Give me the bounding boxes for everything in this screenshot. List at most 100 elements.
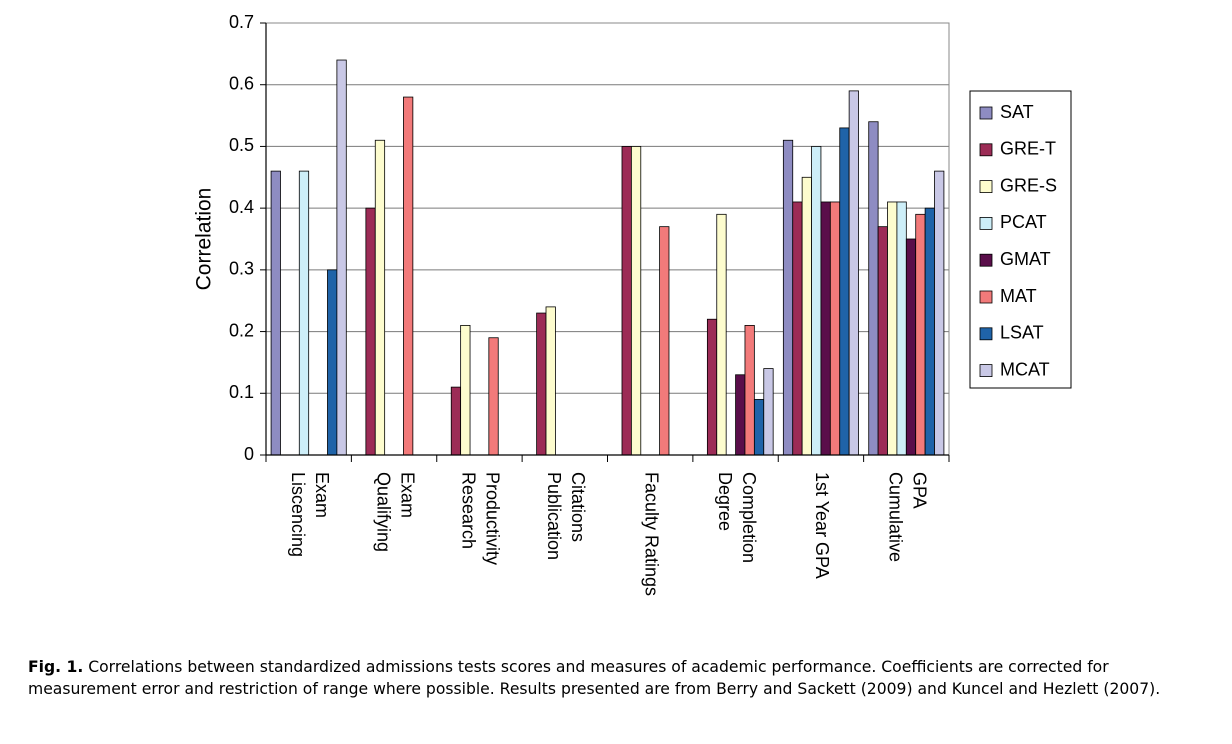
legend-item-pcat: PCAT bbox=[979, 212, 1047, 232]
legend-item-mat: MAT bbox=[979, 286, 1037, 306]
x-tick-label-line: Cumulative bbox=[886, 472, 906, 562]
bar-sat bbox=[782, 139, 794, 456]
bar-gre-s bbox=[716, 213, 727, 456]
bar-gre-s bbox=[374, 139, 386, 456]
bar-mat bbox=[403, 96, 414, 456]
legend-label: PCAT bbox=[1000, 212, 1047, 232]
bar-gre-s bbox=[801, 176, 812, 456]
bar-gmat bbox=[820, 201, 831, 456]
bar-gre-t bbox=[621, 146, 632, 456]
bars bbox=[270, 59, 945, 456]
bar-gre-t bbox=[536, 312, 547, 456]
x-tick-label-line: Liscencing bbox=[288, 472, 308, 557]
x-tick-label-line: Completion bbox=[739, 472, 759, 563]
bar-gre-t bbox=[792, 201, 803, 456]
bar-gre-s bbox=[460, 324, 471, 456]
bar-mcat bbox=[336, 59, 347, 456]
bar-mat bbox=[659, 226, 670, 456]
legend-item-lsat: LSAT bbox=[979, 323, 1044, 343]
bar-mat bbox=[829, 201, 841, 456]
x-tick-label-line: Degree bbox=[715, 472, 735, 531]
x-tick-label-line: Qualifying bbox=[373, 472, 393, 552]
bar-gre-t bbox=[706, 318, 718, 456]
legend-label: MCAT bbox=[1000, 359, 1050, 379]
bar-sat bbox=[270, 170, 281, 456]
y-axis-label: Correlation bbox=[193, 188, 216, 291]
x-tick-label-line: 1st Year GPA bbox=[812, 472, 832, 579]
x-tick-label-line: Citations bbox=[568, 472, 588, 542]
x-tick-label-line: Exam bbox=[397, 472, 417, 518]
bar-chart: 00.10.20.30.40.50.60.7 Liscencing Exam Qua… bbox=[193, 12, 1072, 596]
x-axis-ticks: Liscencing Exam Qualifying Exam Research Prod… bbox=[265, 455, 950, 596]
figure-caption: Fig. 1. Correlations between standardize… bbox=[28, 656, 1213, 700]
legend-swatch bbox=[979, 327, 993, 341]
legend-label: GRE-T bbox=[1000, 139, 1056, 159]
bar-gre-s bbox=[630, 146, 642, 456]
y-tick-label: 0.3 bbox=[229, 259, 254, 279]
legend-item-sat: SAT bbox=[979, 102, 1034, 122]
bar-mat bbox=[744, 324, 755, 456]
legend-label: GMAT bbox=[1000, 249, 1051, 269]
bar-gre-t bbox=[877, 226, 888, 456]
legend-label: GRE-S bbox=[1000, 175, 1057, 195]
bar-lsat bbox=[924, 207, 935, 456]
y-tick-label: 0.6 bbox=[229, 73, 254, 93]
legend-item-gre-s: GRE-S bbox=[979, 175, 1057, 195]
legend-label: MAT bbox=[1000, 286, 1037, 306]
x-tick-label-line: Research bbox=[459, 472, 479, 549]
legend-item-mcat: MCAT bbox=[979, 359, 1050, 379]
y-tick-label: 0 bbox=[244, 444, 254, 464]
bar-mcat bbox=[763, 368, 774, 456]
x-tick-label-line: Productivity bbox=[483, 472, 503, 565]
legend-label: LSAT bbox=[1000, 323, 1044, 343]
bar-gmat bbox=[905, 238, 917, 456]
bar-gre-t bbox=[365, 207, 376, 456]
y-axis-ticks: 0 0.1 0.2 0.3 0.4 0.5 0.6 0.7 bbox=[229, 12, 266, 464]
y-tick-label: 0.5 bbox=[229, 135, 254, 155]
bar-gre-t bbox=[450, 386, 462, 456]
legend: SAT GRE-T GRE-S PCAT GMAT MAT LSAT MCAT bbox=[969, 90, 1072, 389]
bar-gre-s bbox=[545, 306, 556, 456]
legend-item-gmat: GMAT bbox=[979, 249, 1051, 269]
x-tick-label-line: Publication bbox=[544, 472, 564, 560]
y-tick-label: 0.7 bbox=[229, 12, 254, 32]
y-tick-label: 0.2 bbox=[229, 320, 254, 340]
caption-label: Fig. 1. bbox=[28, 658, 84, 676]
bar-pcat bbox=[896, 201, 907, 456]
bar-lsat bbox=[327, 269, 338, 456]
bar-pcat bbox=[298, 170, 310, 456]
y-tick-label: 0.1 bbox=[229, 382, 254, 402]
y-tick-label: 0.4 bbox=[229, 197, 254, 217]
bar-gmat bbox=[735, 374, 746, 456]
x-tick-label-line: GPA bbox=[910, 472, 930, 509]
bar-mcat bbox=[934, 170, 945, 456]
legend-swatch bbox=[979, 253, 993, 267]
bar-gre-s bbox=[887, 201, 898, 456]
legend-box bbox=[969, 90, 1072, 389]
x-tick-label: Faculty Ratings bbox=[641, 472, 661, 596]
x-tick-label: Liscencing Exam bbox=[288, 472, 332, 557]
legend-item-gre-t: GRE-T bbox=[979, 139, 1056, 159]
legend-swatch bbox=[979, 290, 993, 304]
bar-sat bbox=[868, 121, 879, 456]
x-tick-label: Research Productivity bbox=[459, 472, 503, 565]
bar-lsat bbox=[839, 127, 850, 456]
x-tick-label-line: Exam bbox=[312, 472, 332, 518]
x-tick-label: Cumulative GPA bbox=[886, 472, 930, 562]
x-tick-label: 1st Year GPA bbox=[812, 472, 832, 579]
bar-lsat bbox=[753, 399, 765, 456]
caption-text: Correlations between standardized admiss… bbox=[28, 658, 1161, 698]
legend-swatch bbox=[979, 180, 993, 194]
bar-pcat bbox=[811, 146, 822, 456]
x-tick-label: Publication Citations bbox=[544, 472, 588, 560]
legend-label: SAT bbox=[1000, 102, 1034, 122]
x-tick-label: Degree Completion bbox=[715, 472, 759, 563]
legend-swatch bbox=[979, 216, 993, 230]
bar-mat bbox=[488, 337, 499, 456]
legend-swatch bbox=[979, 106, 993, 120]
x-tick-label: Qualifying Exam bbox=[373, 472, 417, 552]
x-tick-label-line: Faculty Ratings bbox=[641, 472, 661, 596]
legend-swatch bbox=[979, 364, 993, 378]
bar-mat bbox=[915, 213, 926, 456]
bar-mcat bbox=[848, 90, 859, 456]
